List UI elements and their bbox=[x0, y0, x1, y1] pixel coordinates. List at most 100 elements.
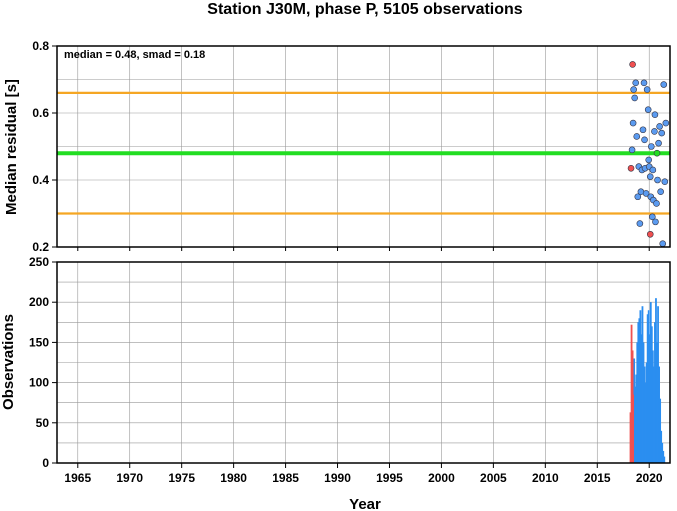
residual-point bbox=[662, 119, 670, 127]
x-tick-label: 1985 bbox=[272, 471, 299, 485]
residual-point bbox=[651, 111, 659, 118]
residual-point bbox=[646, 173, 654, 180]
residual-point bbox=[633, 133, 641, 140]
residual-point bbox=[631, 94, 638, 102]
residual-point bbox=[660, 81, 668, 88]
x-tick-label: 1995 bbox=[376, 471, 403, 485]
residual-point bbox=[649, 166, 657, 174]
residual-point bbox=[645, 156, 653, 164]
residual-point bbox=[654, 176, 661, 184]
residual-point bbox=[629, 119, 637, 127]
residual-point bbox=[661, 178, 669, 185]
residual-point bbox=[640, 79, 648, 87]
residual-point bbox=[649, 213, 656, 221]
y-tick-label: 0.6 bbox=[32, 106, 49, 120]
residual-point bbox=[639, 126, 647, 134]
residual-panel-frame bbox=[56, 45, 671, 248]
observation-bar bbox=[636, 342, 639, 463]
residual-point bbox=[630, 86, 637, 93]
observation-bar bbox=[642, 342, 645, 463]
observation-bar bbox=[657, 306, 659, 463]
observation-bar bbox=[637, 322, 640, 463]
observation-bar bbox=[629, 412, 632, 463]
residual-panel: 0.20.40.60.8 median = 0.48, smad = 0.18 … bbox=[3, 39, 671, 254]
observation-bar bbox=[651, 350, 654, 463]
observation-bar bbox=[639, 310, 642, 463]
observations-y-label: Observations bbox=[0, 314, 17, 410]
residual-point bbox=[652, 218, 659, 226]
observation-bar bbox=[661, 442, 664, 463]
observations-panel-frame bbox=[56, 261, 671, 464]
x-tick-label: 2015 bbox=[584, 471, 611, 485]
observation-bar bbox=[654, 322, 656, 463]
residual-point bbox=[659, 240, 667, 247]
median-annotation: median = 0.48, smad = 0.18 bbox=[64, 49, 205, 61]
residual-point bbox=[636, 220, 644, 227]
residual-point bbox=[643, 86, 651, 93]
y-tick-label: 150 bbox=[29, 335, 49, 349]
observations-grid bbox=[57, 262, 670, 463]
y-tick-label: 0.2 bbox=[32, 240, 49, 254]
observation-bar bbox=[630, 324, 633, 463]
residual-point bbox=[651, 128, 658, 135]
observation-bar bbox=[638, 318, 641, 463]
residual-point bbox=[653, 200, 660, 207]
observation-bar bbox=[645, 362, 648, 463]
residual-y-ticks: 0.2 0.4 0.6 0.8 bbox=[32, 39, 650, 254]
residual-point bbox=[656, 123, 663, 130]
observation-bar bbox=[634, 386, 637, 463]
chart-title: Station J30M, phase P, 5105 observations bbox=[207, 1, 522, 18]
y-tick-label: 0.4 bbox=[32, 173, 49, 187]
x-tick-label: 1980 bbox=[220, 471, 247, 485]
observations-panel: 0 50 100 150 200 250 1965 1970 1975 1980 1985 1990… bbox=[0, 255, 671, 511]
observation-bar bbox=[640, 334, 643, 463]
residual-point bbox=[658, 129, 665, 137]
residual-point bbox=[629, 61, 636, 68]
observation-bar bbox=[647, 310, 650, 463]
observation-bar bbox=[643, 366, 646, 463]
y-tick-label: 250 bbox=[29, 255, 49, 269]
residual-point bbox=[628, 146, 636, 154]
observation-bar bbox=[635, 374, 638, 463]
x-tick-label: 1990 bbox=[324, 471, 351, 485]
year-x-ticks: 1965 1970 1975 1980 1985 1990 1995 2000 2005 2010… bbox=[64, 463, 663, 485]
residual-point bbox=[642, 190, 650, 197]
observation-bar bbox=[658, 366, 660, 463]
residual-point bbox=[634, 193, 642, 201]
observation-bar bbox=[644, 382, 647, 463]
y-tick-label: 0 bbox=[42, 456, 49, 470]
residual-grid bbox=[57, 46, 670, 247]
residual-point bbox=[627, 164, 635, 172]
residual-y-label: Median residual [s] bbox=[3, 79, 20, 215]
residual-point bbox=[655, 139, 662, 147]
x-tick-label: 2020 bbox=[636, 471, 663, 485]
observation-bar bbox=[660, 430, 663, 463]
x-tick-label: 2010 bbox=[532, 471, 559, 485]
observation-bar bbox=[656, 342, 658, 463]
y-tick-label: 50 bbox=[36, 416, 50, 430]
observation-bar bbox=[663, 456, 666, 463]
residual-point bbox=[644, 106, 652, 113]
observations-y-ticks: 0 50 100 150 200 250 bbox=[29, 255, 57, 470]
residual-point bbox=[641, 136, 648, 144]
observation-bar bbox=[659, 398, 662, 463]
x-tick-label: 1975 bbox=[168, 471, 195, 485]
x-tick-label: 1970 bbox=[116, 471, 143, 485]
residual-points bbox=[627, 61, 670, 247]
y-tick-label: 200 bbox=[29, 295, 49, 309]
observation-bar bbox=[641, 306, 644, 463]
x-tick-label: 2005 bbox=[480, 471, 507, 485]
residual-point bbox=[657, 188, 664, 196]
residual-point bbox=[647, 143, 655, 150]
y-tick-label: 100 bbox=[29, 376, 49, 390]
residual-point bbox=[646, 230, 654, 238]
observation-bar bbox=[655, 298, 657, 463]
x-tick-label: 2000 bbox=[428, 471, 455, 485]
observation-bar bbox=[646, 314, 649, 463]
observation-bar bbox=[649, 302, 652, 463]
reference-lines bbox=[57, 91, 670, 215]
residual-point bbox=[632, 79, 640, 87]
x-tick-label: 1965 bbox=[64, 471, 91, 485]
year-x-label: Year bbox=[349, 496, 381, 511]
